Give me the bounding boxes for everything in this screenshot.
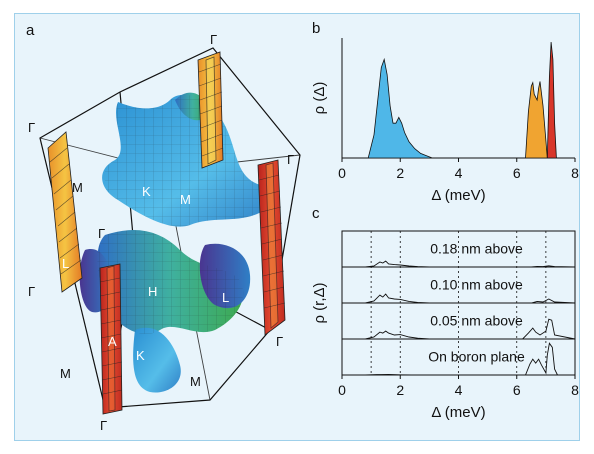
- x-axis-label-b: Δ (meV): [431, 187, 485, 204]
- label-h: H: [148, 284, 157, 299]
- panel-a-letter: a: [26, 22, 35, 39]
- density-peak-1: [367, 57, 433, 159]
- label-gamma-left: Γ: [28, 120, 35, 135]
- chart-panel-b: 0 2 4 6 8 Δ (meV) ρ (Δ): [311, 38, 579, 204]
- trace-line-c: [365, 260, 576, 268]
- sigma-cylinder-bottom-inner: [106, 265, 116, 412]
- trace-label-c: On boron plane: [428, 348, 525, 364]
- y-axis-label-c: ρ (r,Δ): [311, 282, 328, 323]
- x-tick-label-b: 8: [571, 165, 579, 181]
- panel-c-letter: c: [312, 205, 320, 222]
- x-tick-label-b: 6: [513, 165, 521, 181]
- label-k-upper: K: [142, 184, 151, 199]
- trace-line-c: [365, 293, 576, 304]
- label-gamma-top: Γ: [210, 32, 217, 47]
- label-a: A: [108, 334, 117, 349]
- x-tick-label-c: 0: [338, 382, 346, 398]
- label-gamma-center: Γ: [98, 226, 105, 241]
- sigma-cylinder-right-inner: [265, 162, 279, 329]
- trace-line-c: [365, 318, 576, 340]
- x-tick-label-c: 8: [571, 382, 579, 398]
- symmetry-labels: Γ Γ Γ Γ Γ Γ Γ M M M M K K H L L A: [28, 32, 294, 433]
- x-tick-label-c: 6: [513, 382, 521, 398]
- panel-b-letter: b: [312, 20, 321, 37]
- trace-label-c: 0.10 nm above: [430, 276, 523, 292]
- x-tick-label-c: 4: [455, 382, 463, 398]
- x-tick-label-b: 2: [396, 165, 404, 181]
- label-m-bottom-right: M: [190, 374, 201, 389]
- label-m-bottom-left: M: [60, 366, 71, 381]
- density-peak-2: [525, 81, 548, 159]
- label-gamma-bottom: Γ: [100, 418, 107, 433]
- x-tick-label-b: 0: [338, 165, 346, 181]
- label-gamma-right: Γ: [287, 152, 294, 167]
- sigma-cylinder-left: [47, 131, 83, 293]
- density-peak-3: [546, 41, 557, 159]
- pi-grid-overlay-upper: [105, 95, 275, 227]
- trace-line-c: [365, 342, 575, 376]
- x-tick-label-c: 2: [396, 382, 404, 398]
- chart-panel-c: 0.18 nm above 0.10 nm above 0.05 nm above O…: [311, 230, 579, 421]
- label-m-center: M: [180, 192, 191, 207]
- y-axis-label-b: ρ (Δ): [311, 82, 328, 115]
- label-m-left: M: [72, 180, 83, 195]
- sigma-cylinder-top-inner: [205, 56, 217, 165]
- label-l-left: L: [62, 256, 69, 271]
- label-l-right: L: [222, 290, 229, 305]
- trace-label-c: 0.18 nm above: [430, 240, 523, 256]
- x-axis-label-c: Δ (meV): [431, 404, 485, 421]
- pi-tube-lower: [133, 327, 181, 393]
- x-tick-label-b: 4: [455, 165, 463, 181]
- sigma-band-cylinders: [47, 51, 286, 415]
- label-gamma-lower-left: Γ: [28, 284, 35, 299]
- trace-label-c: 0.05 nm above: [430, 312, 523, 328]
- label-gamma-lower-right: Γ: [276, 334, 283, 349]
- label-k-lower: K: [136, 348, 145, 363]
